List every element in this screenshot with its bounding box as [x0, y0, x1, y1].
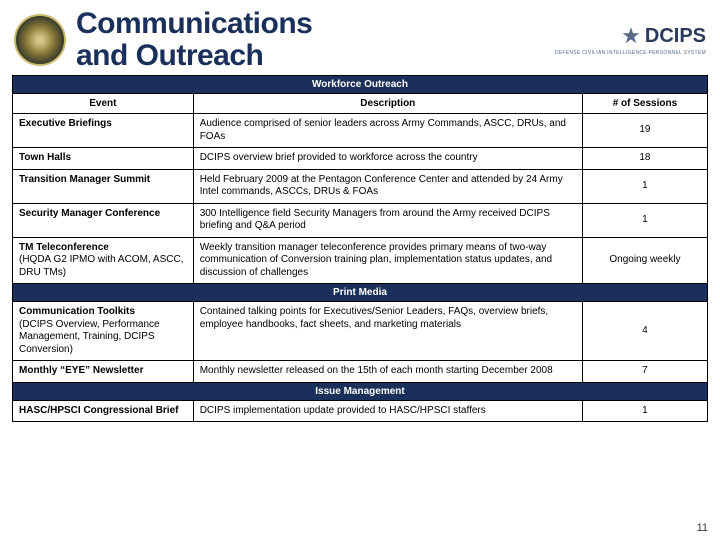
star-icon: ★ — [621, 23, 641, 49]
event-cell: Monthly “EYE” Newsletter — [13, 361, 194, 383]
table-row: Transition Manager SummitHeld February 2… — [13, 169, 708, 203]
description-cell: Contained talking points for Executives/… — [193, 302, 582, 361]
table-row: Executive BriefingsAudience comprised of… — [13, 114, 708, 148]
description-cell: Audience comprised of senior leaders acr… — [193, 114, 582, 148]
sessions-cell: 7 — [582, 361, 707, 383]
event-cell: Security Manager Conference — [13, 203, 194, 237]
description-cell: Monthly newsletter released on the 15th … — [193, 361, 582, 383]
column-header-sessions: # of Sessions — [582, 94, 707, 114]
column-header-row: EventDescription# of Sessions — [13, 94, 708, 114]
column-header-event: Event — [13, 94, 194, 114]
description-cell: Weekly transition manager teleconference… — [193, 237, 582, 284]
section-header: Workforce Outreach — [13, 76, 708, 94]
sessions-cell: 1 — [582, 169, 707, 203]
description-cell: 300 Intelligence field Security Managers… — [193, 203, 582, 237]
event-subtitle: (HQDA G2 IPMO with ACOM, ASCC, DRU TMs) — [19, 254, 187, 279]
table-row: Town HallsDCIPS overview brief provided … — [13, 148, 708, 170]
table-row: HASC/HPSCI Congressional BriefDCIPS impl… — [13, 400, 708, 422]
section-title: Print Media — [13, 284, 708, 302]
dcips-logo-subtitle: DEFENSE CIVILIAN INTELLIGENCE PERSONNEL … — [555, 50, 706, 56]
event-cell: HASC/HPSCI Congressional Brief — [13, 400, 194, 422]
table-row: Communication Toolkits(DCIPS Overview, P… — [13, 302, 708, 361]
section-header: Print Media — [13, 284, 708, 302]
dcips-logo: ★ DCIPS DEFENSE CIVILIAN INTELLIGENCE PE… — [555, 23, 706, 56]
sessions-cell: 19 — [582, 114, 707, 148]
description-cell: DCIPS overview brief provided to workfor… — [193, 148, 582, 170]
section-header: Issue Management — [13, 382, 708, 400]
slide-title: Communications and Outreach — [76, 8, 545, 71]
page-number: 11 — [697, 522, 708, 534]
outreach-table: Workforce OutreachEventDescription# of S… — [12, 75, 708, 422]
section-title: Issue Management — [13, 382, 708, 400]
table-row: Security Manager Conference300 Intellige… — [13, 203, 708, 237]
event-cell: Executive Briefings — [13, 114, 194, 148]
sessions-cell: 1 — [582, 400, 707, 422]
sessions-cell: 4 — [582, 302, 707, 361]
slide-header: Communications and Outreach ★ DCIPS DEFE… — [0, 0, 720, 75]
column-header-description: Description — [193, 94, 582, 114]
section-title: Workforce Outreach — [13, 76, 708, 94]
description-cell: DCIPS implementation update provided to … — [193, 400, 582, 422]
event-cell: TM Teleconference(HQDA G2 IPMO with ACOM… — [13, 237, 194, 284]
description-cell: Held February 2009 at the Pentagon Confe… — [193, 169, 582, 203]
sessions-cell: 1 — [582, 203, 707, 237]
dcips-logo-text: DCIPS — [645, 25, 706, 48]
event-cell: Communication Toolkits(DCIPS Overview, P… — [13, 302, 194, 361]
title-line-1: Communications — [76, 7, 312, 40]
sessions-cell: Ongoing weekly — [582, 237, 707, 284]
army-seal-icon — [14, 14, 66, 66]
outreach-table-container: Workforce OutreachEventDescription# of S… — [0, 75, 720, 422]
event-subtitle: (DCIPS Overview, Performance Management,… — [19, 319, 187, 357]
sessions-cell: 18 — [582, 148, 707, 170]
table-row: TM Teleconference(HQDA G2 IPMO with ACOM… — [13, 237, 708, 284]
event-cell: Transition Manager Summit — [13, 169, 194, 203]
title-line-2: and Outreach — [76, 39, 263, 72]
dcips-logo-row: ★ DCIPS — [621, 23, 706, 49]
table-row: Monthly “EYE” NewsletterMonthly newslett… — [13, 361, 708, 383]
event-cell: Town Halls — [13, 148, 194, 170]
